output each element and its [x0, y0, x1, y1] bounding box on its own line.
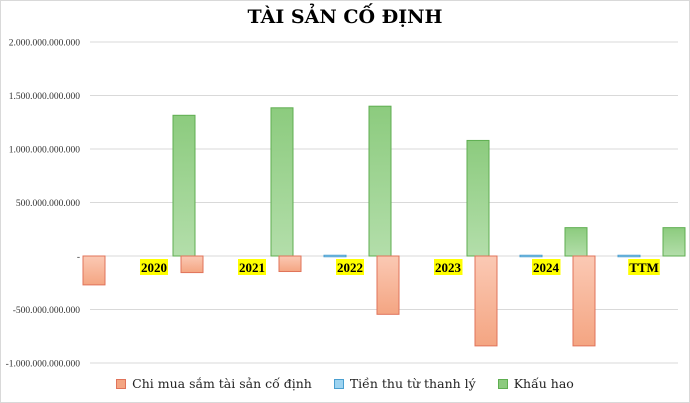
- legend-item: Chi mua sắm tài sản cố định: [116, 376, 312, 391]
- bar: [270, 107, 294, 257]
- bar: [376, 255, 400, 315]
- bar: [466, 139, 490, 257]
- bar: [617, 254, 641, 258]
- legend-label: Tiền thu từ thanh lý: [349, 376, 476, 391]
- y-tick-label: 1.000.000.000.000: [9, 146, 81, 156]
- bar: [278, 255, 302, 273]
- category-label-highlight: [628, 259, 660, 275]
- bar: [82, 255, 106, 286]
- x-category-label: TTM: [629, 260, 659, 275]
- chart-title: TÀI SẢN CỐ ĐỊNH: [247, 6, 443, 28]
- bar: [172, 114, 196, 257]
- legend-swatch: [333, 378, 344, 389]
- x-category-label: 2020: [141, 260, 167, 275]
- category-label-highlight: [140, 259, 168, 275]
- y-tick-label: 2.000.000.000.000: [9, 39, 81, 49]
- y-tick-label: -500.000.000.000: [13, 306, 81, 316]
- legend-label: Khấu hao: [513, 376, 574, 391]
- y-tick-label: -1.000.000.000.000: [6, 360, 81, 370]
- bar: [474, 255, 498, 347]
- legend-label: Chi mua sắm tài sản cố định: [132, 376, 312, 391]
- x-category-label: 2022: [337, 260, 363, 275]
- bar: [564, 227, 588, 257]
- legend-swatch: [116, 378, 127, 389]
- bar: [519, 254, 543, 258]
- bar: [572, 255, 596, 347]
- y-tick-label: 500.000.000.000: [16, 199, 80, 209]
- category-label-highlight: [434, 259, 463, 275]
- y-tick-label: -: [77, 253, 80, 263]
- category-label-highlight: [532, 259, 561, 275]
- chart-legend: Chi mua sắm tài sản cố định Tiền thu từ t…: [0, 376, 690, 391]
- y-tick-label: 1.500.000.000.000: [9, 92, 81, 102]
- bar: [662, 227, 686, 257]
- legend-swatch: [497, 378, 508, 389]
- x-category-label: 2021: [239, 260, 265, 275]
- legend-item: Khấu hao: [497, 376, 574, 391]
- category-label-highlight: [238, 259, 266, 275]
- bar: [180, 255, 204, 274]
- legend-item: Tiền thu từ thanh lý: [333, 376, 476, 391]
- category-label-highlight: [336, 259, 364, 275]
- bar: [323, 254, 347, 258]
- bar: [368, 105, 392, 257]
- x-category-label: 2024: [533, 260, 560, 275]
- x-category-label: 2023: [435, 260, 462, 275]
